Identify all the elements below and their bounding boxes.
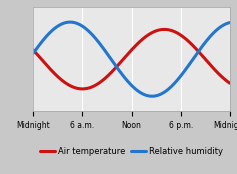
Air temperature xyxy=(228,82,231,84)
Relative humidity xyxy=(127,81,130,83)
Air temperature xyxy=(32,49,35,51)
Legend: Air temperature, Relative humidity: Air temperature, Relative humidity xyxy=(40,147,223,156)
Relative humidity xyxy=(149,95,152,97)
Relative humidity xyxy=(228,22,231,24)
Line: Relative humidity: Relative humidity xyxy=(33,22,230,96)
Line: Air temperature: Air temperature xyxy=(33,29,230,89)
Air temperature xyxy=(163,28,166,30)
Relative humidity xyxy=(224,23,227,25)
Relative humidity xyxy=(139,91,141,93)
Relative humidity xyxy=(126,79,128,81)
Air temperature xyxy=(81,88,84,90)
Relative humidity xyxy=(194,55,197,57)
Relative humidity xyxy=(69,21,72,23)
Air temperature xyxy=(224,79,227,81)
Relative humidity xyxy=(32,52,35,54)
Air temperature xyxy=(194,47,197,49)
Air temperature xyxy=(127,53,130,55)
Relative humidity xyxy=(150,95,153,97)
Air temperature xyxy=(126,54,128,56)
Air temperature xyxy=(149,32,152,34)
Air temperature xyxy=(139,40,141,42)
